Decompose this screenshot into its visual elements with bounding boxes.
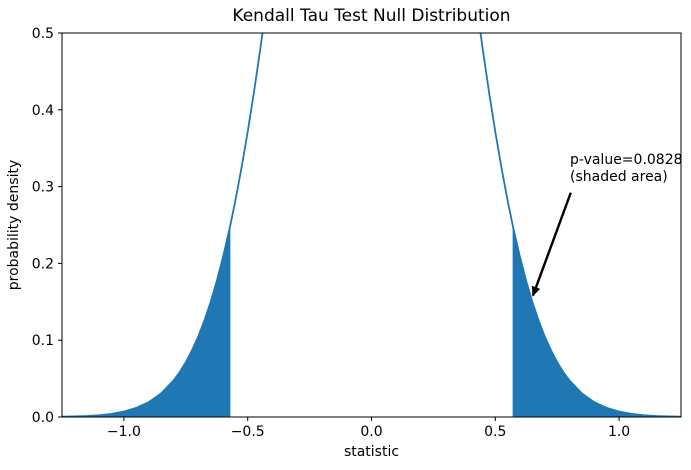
axes-border <box>61 32 682 418</box>
chart-title: Kendall Tau Test Null Distribution <box>232 6 511 26</box>
x-tick-label: −1.0 <box>107 424 141 440</box>
y-tick-label: 0.5 <box>32 26 54 42</box>
y-tick-label: 0.0 <box>32 410 54 426</box>
y-axis-label: probability density <box>6 159 22 291</box>
y-tick-label: 0.1 <box>32 333 54 349</box>
annotation-arrow <box>531 192 572 297</box>
y-tick-label: 0.3 <box>32 180 54 196</box>
density-curve <box>62 33 681 417</box>
shaded-right-tail <box>512 224 681 417</box>
p-value-annotation: p-value=0.0828 (shaded area) <box>570 152 683 186</box>
x-axis-ticks: −1.0 −0.5 0.0 0.5 1.0 <box>107 417 630 440</box>
p-value-annotation-line1: p-value=0.0828 <box>570 152 683 168</box>
shaded-left-tail <box>62 224 231 417</box>
y-axis-ticks: 0.0 0.1 0.2 0.3 0.4 0.5 <box>32 26 62 426</box>
x-tick-label: 0.5 <box>484 424 506 440</box>
x-axis-label: statistic <box>343 444 400 460</box>
y-tick-label: 0.2 <box>32 256 54 272</box>
x-tick-label: 0.0 <box>360 424 382 440</box>
x-tick-label: −0.5 <box>231 424 265 440</box>
y-tick-label: 0.4 <box>32 103 54 119</box>
x-tick-label: 1.0 <box>608 424 630 440</box>
p-value-annotation-line2: (shaded area) <box>570 169 668 186</box>
